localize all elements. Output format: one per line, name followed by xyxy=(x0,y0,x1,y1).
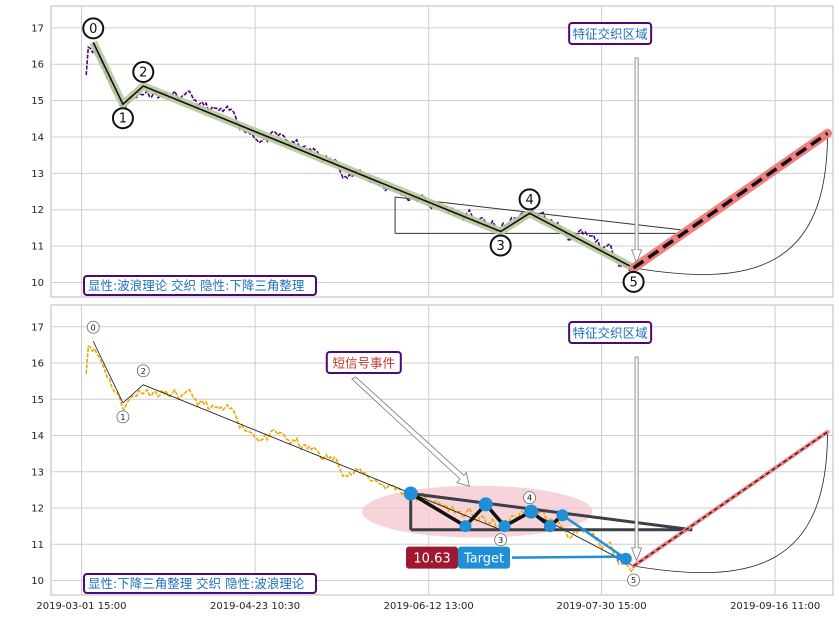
target-value-badge xyxy=(406,546,458,569)
triangle-top-line xyxy=(410,492,693,532)
feature-zone-label: 特征交织区域 xyxy=(573,27,648,42)
wave-label-circle xyxy=(627,573,640,587)
pivot-point xyxy=(478,497,493,512)
wave-label-circle xyxy=(518,188,541,211)
wave-line xyxy=(92,341,634,567)
wave-label-circle xyxy=(116,410,130,424)
wave-line xyxy=(92,42,634,269)
pivot-point xyxy=(543,520,556,533)
y-tick-label: 17 xyxy=(31,322,44,333)
y-tick-label: 17 xyxy=(31,23,44,34)
y-tick-label: 15 xyxy=(31,96,44,107)
wave-label: 4 xyxy=(527,494,532,503)
pivot-line-tail xyxy=(561,514,627,560)
wave-label: 4 xyxy=(525,193,533,208)
x-tick-label: 2019-06-12 13:00 xyxy=(384,601,474,612)
y-tick-label: 14 xyxy=(31,132,44,143)
pivot-point xyxy=(459,520,472,533)
projection-arc xyxy=(633,431,828,574)
pivot-point xyxy=(403,486,418,501)
y-tick-label: 11 xyxy=(31,242,44,253)
target-arrow xyxy=(511,555,622,559)
y-tick-label: 12 xyxy=(31,205,44,216)
feature-zone-box xyxy=(568,22,653,45)
y-tick-label: 13 xyxy=(31,169,44,180)
x-tick-label: 2019-07-30 15:00 xyxy=(556,601,646,612)
projection-line xyxy=(633,431,828,567)
y-tick-label: 13 xyxy=(31,467,44,478)
wave-label-circle xyxy=(82,17,105,40)
pattern-box xyxy=(83,573,317,594)
wave-label: 1 xyxy=(119,112,127,127)
target-label-badge xyxy=(458,546,510,569)
target-arrowhead xyxy=(616,551,626,562)
wave-label: 1 xyxy=(120,413,125,422)
pivot-point xyxy=(524,504,539,519)
y-tick-label: 10 xyxy=(31,576,44,587)
x-tick-label: 2019-04-23 10:30 xyxy=(210,601,300,612)
target-value: 10.63 xyxy=(413,552,450,567)
feature-zone-label: 特征交织区域 xyxy=(573,326,648,341)
target-label: Target xyxy=(463,552,504,567)
wave-label-circle xyxy=(523,491,536,505)
pattern-text: 显性:下降三角整理 交织 隐性:波浪理论 xyxy=(88,576,305,591)
short-signal-label: 短信号事件 xyxy=(333,356,396,371)
projection-arc xyxy=(633,133,828,275)
wave-label-circle xyxy=(494,533,508,547)
wave-label-circle xyxy=(111,107,134,130)
x-tick-label: 2019-03-01 15:00 xyxy=(36,601,126,612)
wave-label: 2 xyxy=(141,367,146,376)
wave-label: 2 xyxy=(139,66,147,81)
feature-zone-arrow xyxy=(631,356,643,562)
wave-label: 5 xyxy=(629,275,637,290)
y-tick-label: 11 xyxy=(31,540,44,551)
wave-label-circle xyxy=(622,270,645,293)
y-tick-label: 15 xyxy=(31,395,44,406)
wave-label-circle xyxy=(489,234,512,257)
projection-line xyxy=(632,131,829,270)
feature-zone-arrow xyxy=(631,57,643,264)
pattern-text: 显性:波浪理论 交织 隐性:下降三角整理 xyxy=(88,278,305,293)
pivot-point xyxy=(498,520,511,533)
wave-label: 0 xyxy=(91,323,96,332)
y-tick-label: 14 xyxy=(31,431,44,442)
y-tick-label: 12 xyxy=(31,504,44,515)
wave-label-circle xyxy=(132,61,155,84)
x-tick-label: 2019-09-16 11:00 xyxy=(730,601,820,612)
y-tick-label: 10 xyxy=(31,278,44,289)
pattern-box xyxy=(83,275,317,296)
wave-label-circle xyxy=(86,320,100,334)
short-signal-box xyxy=(325,351,402,374)
pivot-point xyxy=(556,509,569,522)
wave-label: 3 xyxy=(498,536,503,545)
plot-frame xyxy=(50,5,834,298)
short-signal-arrow xyxy=(351,376,470,487)
feature-zone-box xyxy=(568,321,653,344)
y-tick-label: 16 xyxy=(31,60,44,71)
wave-label: 3 xyxy=(497,239,505,254)
wave-label-circle xyxy=(136,364,150,378)
wave-label: 0 xyxy=(89,22,97,37)
y-tick-label: 16 xyxy=(31,359,44,370)
wave-label: 5 xyxy=(631,576,636,585)
